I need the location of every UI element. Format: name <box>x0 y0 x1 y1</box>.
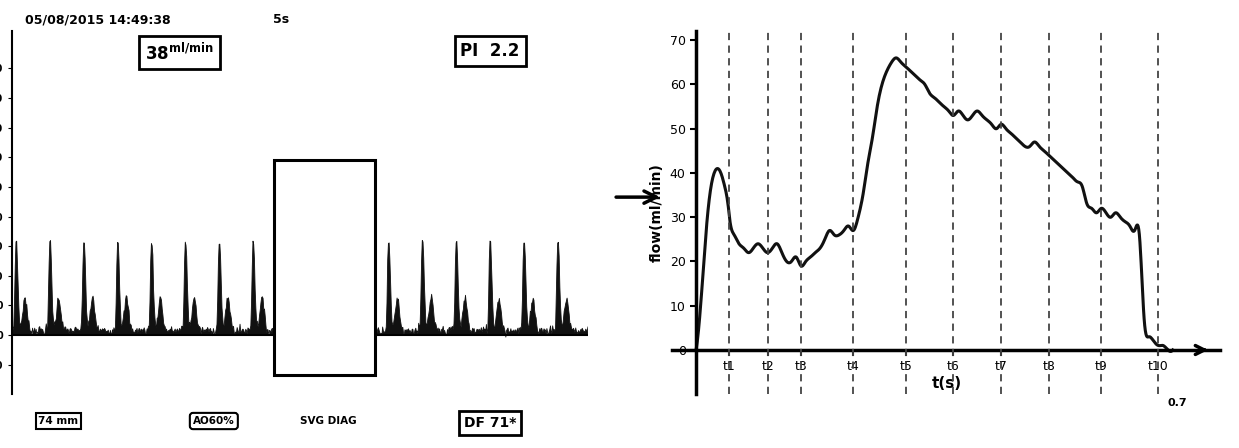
X-axis label: t(s): t(s) <box>932 376 961 391</box>
Text: SVG DIAG: SVG DIAG <box>300 416 357 426</box>
Y-axis label: flow(ml/min): flow(ml/min) <box>650 164 664 262</box>
Text: $\mathbf{38}^{\mathbf{ml/min}}$: $\mathbf{38}^{\mathbf{ml/min}}$ <box>145 42 214 64</box>
Bar <box>274 160 375 375</box>
Text: DF 71*: DF 71* <box>463 416 517 430</box>
Text: 05/08/2015 14:49:38: 05/08/2015 14:49:38 <box>25 13 171 26</box>
Text: 74 mm: 74 mm <box>38 416 78 426</box>
Text: AO60%: AO60% <box>193 416 234 426</box>
Text: 0.7: 0.7 <box>1167 398 1187 408</box>
Text: 5s: 5s <box>273 13 289 26</box>
Text: PI  2.2: PI 2.2 <box>461 42 520 60</box>
